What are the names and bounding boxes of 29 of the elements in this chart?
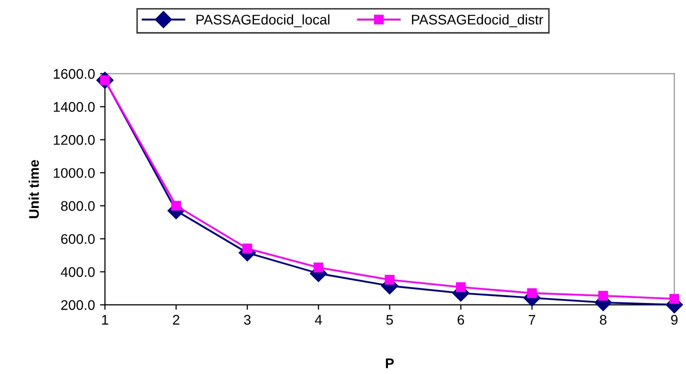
y-tick-label: 800.0	[61, 201, 95, 211]
y-tick-label: 200.0	[61, 300, 95, 310]
x-tick-label: 9	[671, 314, 678, 325]
y-axis-title: Unit time	[28, 160, 39, 218]
y-tick-label: 400.0	[60, 267, 95, 277]
x-tick-label: 6	[458, 314, 464, 325]
y-tick-label: 600.0	[61, 234, 95, 244]
legend-label: PASSAGEdocid_distr	[412, 14, 544, 28]
x-tick-label: 5	[386, 315, 393, 325]
x-tick-label: 2	[172, 314, 180, 325]
legend-label: PASSAGEdocid_local	[196, 14, 330, 28]
point	[527, 288, 537, 298]
x-tick-label: 3	[244, 314, 251, 325]
y-tick-label: 1200.0	[54, 135, 95, 145]
point	[669, 294, 680, 304]
x-tick-label: 7	[528, 315, 536, 325]
y-tick-label: 1000.0	[54, 168, 95, 178]
x-tick-label: 8	[600, 314, 606, 325]
y-tick-label: 1600.0	[54, 69, 95, 79]
x-axis-title: P	[386, 358, 394, 368]
y-tick-label: 1400.0	[54, 102, 95, 112]
point	[456, 282, 466, 292]
point	[598, 290, 608, 301]
point	[171, 200, 181, 211]
point	[242, 244, 252, 254]
x-tick-label: 4	[314, 315, 322, 325]
point	[314, 262, 324, 272]
point	[384, 274, 395, 285]
x-tick-label: 1	[102, 315, 108, 325]
